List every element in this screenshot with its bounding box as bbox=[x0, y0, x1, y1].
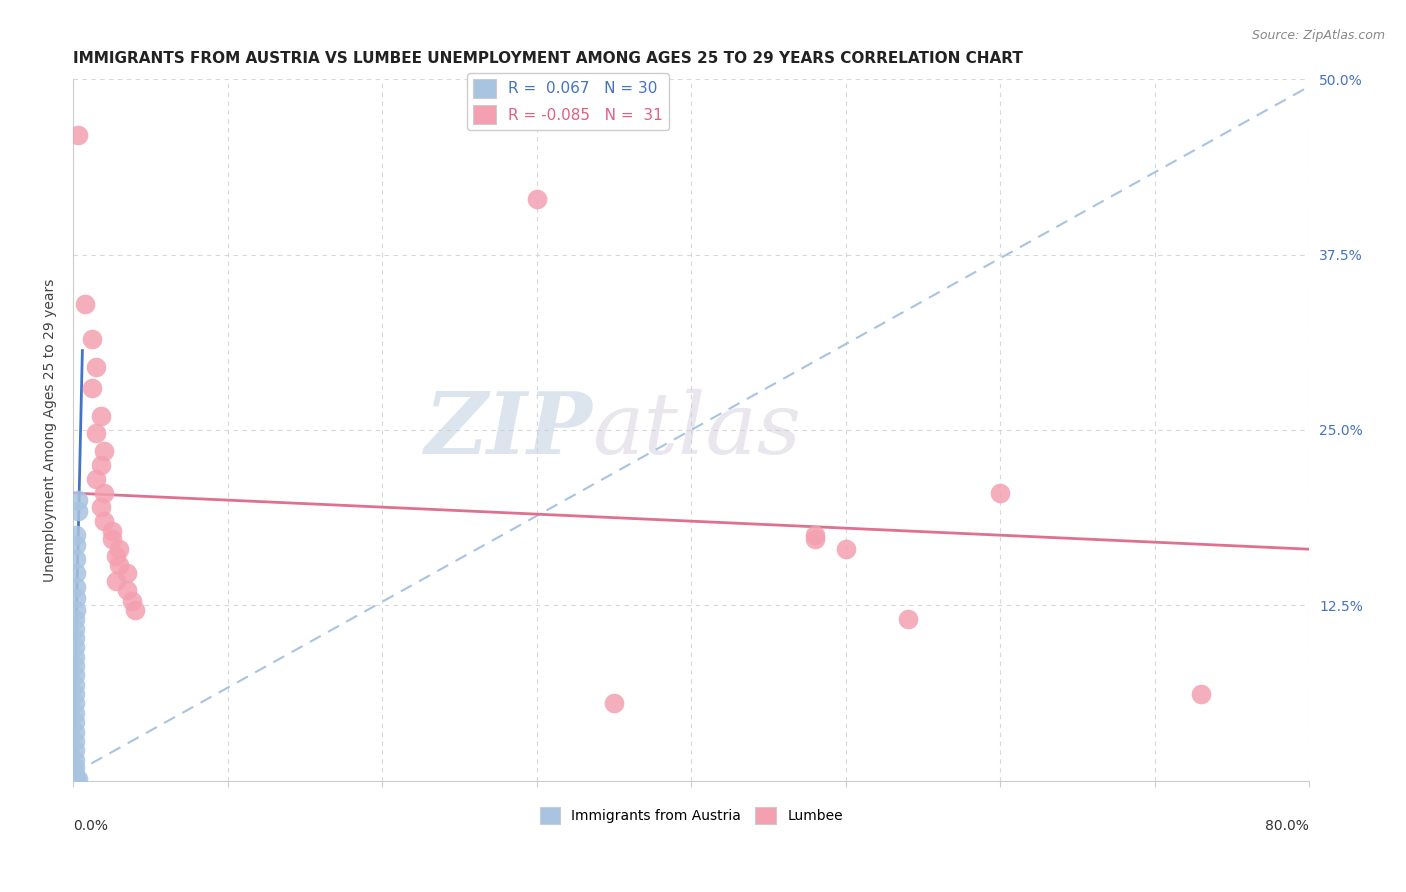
Point bbox=[835, 542, 858, 557]
Text: atlas: atlas bbox=[592, 389, 801, 471]
Point bbox=[63, 759, 86, 773]
Point bbox=[63, 650, 86, 665]
Point bbox=[804, 533, 827, 547]
Point bbox=[63, 687, 86, 701]
Point bbox=[115, 582, 138, 597]
Point bbox=[90, 409, 112, 423]
Point bbox=[63, 769, 86, 783]
Point bbox=[100, 533, 122, 547]
Point bbox=[804, 528, 827, 542]
Point bbox=[105, 549, 128, 564]
Point bbox=[63, 622, 86, 636]
Y-axis label: Unemployment Among Ages 25 to 29 years: Unemployment Among Ages 25 to 29 years bbox=[44, 278, 58, 582]
Point bbox=[63, 668, 86, 682]
Point bbox=[63, 753, 86, 767]
Point bbox=[988, 486, 1011, 500]
Point bbox=[1189, 687, 1212, 701]
Point bbox=[108, 542, 131, 557]
Point bbox=[108, 558, 131, 572]
Point bbox=[63, 658, 86, 673]
Point bbox=[65, 591, 87, 606]
Point bbox=[93, 514, 115, 528]
Point bbox=[100, 524, 122, 538]
Point bbox=[65, 528, 87, 542]
Point bbox=[90, 458, 112, 472]
Point bbox=[66, 504, 89, 518]
Point bbox=[63, 706, 86, 721]
Point bbox=[80, 381, 103, 395]
Text: 80.0%: 80.0% bbox=[1265, 819, 1309, 833]
Point bbox=[115, 566, 138, 580]
Text: 0.0%: 0.0% bbox=[73, 819, 108, 833]
Point bbox=[75, 297, 97, 311]
Point bbox=[65, 602, 87, 616]
Point bbox=[80, 332, 103, 346]
Point bbox=[63, 640, 86, 655]
Point bbox=[63, 714, 86, 729]
Point bbox=[65, 566, 87, 580]
Point bbox=[63, 743, 86, 757]
Point bbox=[84, 359, 107, 374]
Text: ZIP: ZIP bbox=[425, 388, 592, 472]
Point bbox=[63, 724, 86, 739]
Point bbox=[93, 486, 115, 500]
Point bbox=[63, 612, 86, 626]
Point bbox=[63, 766, 86, 780]
Point bbox=[121, 594, 143, 608]
Point bbox=[896, 612, 918, 626]
Point bbox=[105, 574, 128, 589]
Point bbox=[90, 500, 112, 515]
Text: Source: ZipAtlas.com: Source: ZipAtlas.com bbox=[1251, 29, 1385, 42]
Point bbox=[124, 602, 146, 616]
Point bbox=[65, 552, 87, 566]
Point bbox=[66, 772, 89, 787]
Point bbox=[66, 493, 89, 508]
Point bbox=[65, 771, 87, 785]
Point bbox=[93, 444, 115, 458]
Legend: Immigrants from Austria, Lumbee: Immigrants from Austria, Lumbee bbox=[534, 802, 848, 830]
Point bbox=[66, 128, 89, 143]
Point bbox=[63, 631, 86, 645]
Point bbox=[63, 678, 86, 692]
Point bbox=[84, 472, 107, 486]
Point bbox=[603, 697, 626, 711]
Point bbox=[84, 425, 107, 440]
Point bbox=[65, 538, 87, 552]
Point bbox=[65, 580, 87, 594]
Text: IMMIGRANTS FROM AUSTRIA VS LUMBEE UNEMPLOYMENT AMONG AGES 25 TO 29 YEARS CORRELA: IMMIGRANTS FROM AUSTRIA VS LUMBEE UNEMPL… bbox=[73, 51, 1024, 66]
Point bbox=[63, 734, 86, 748]
Point bbox=[526, 192, 548, 206]
Point bbox=[63, 697, 86, 711]
